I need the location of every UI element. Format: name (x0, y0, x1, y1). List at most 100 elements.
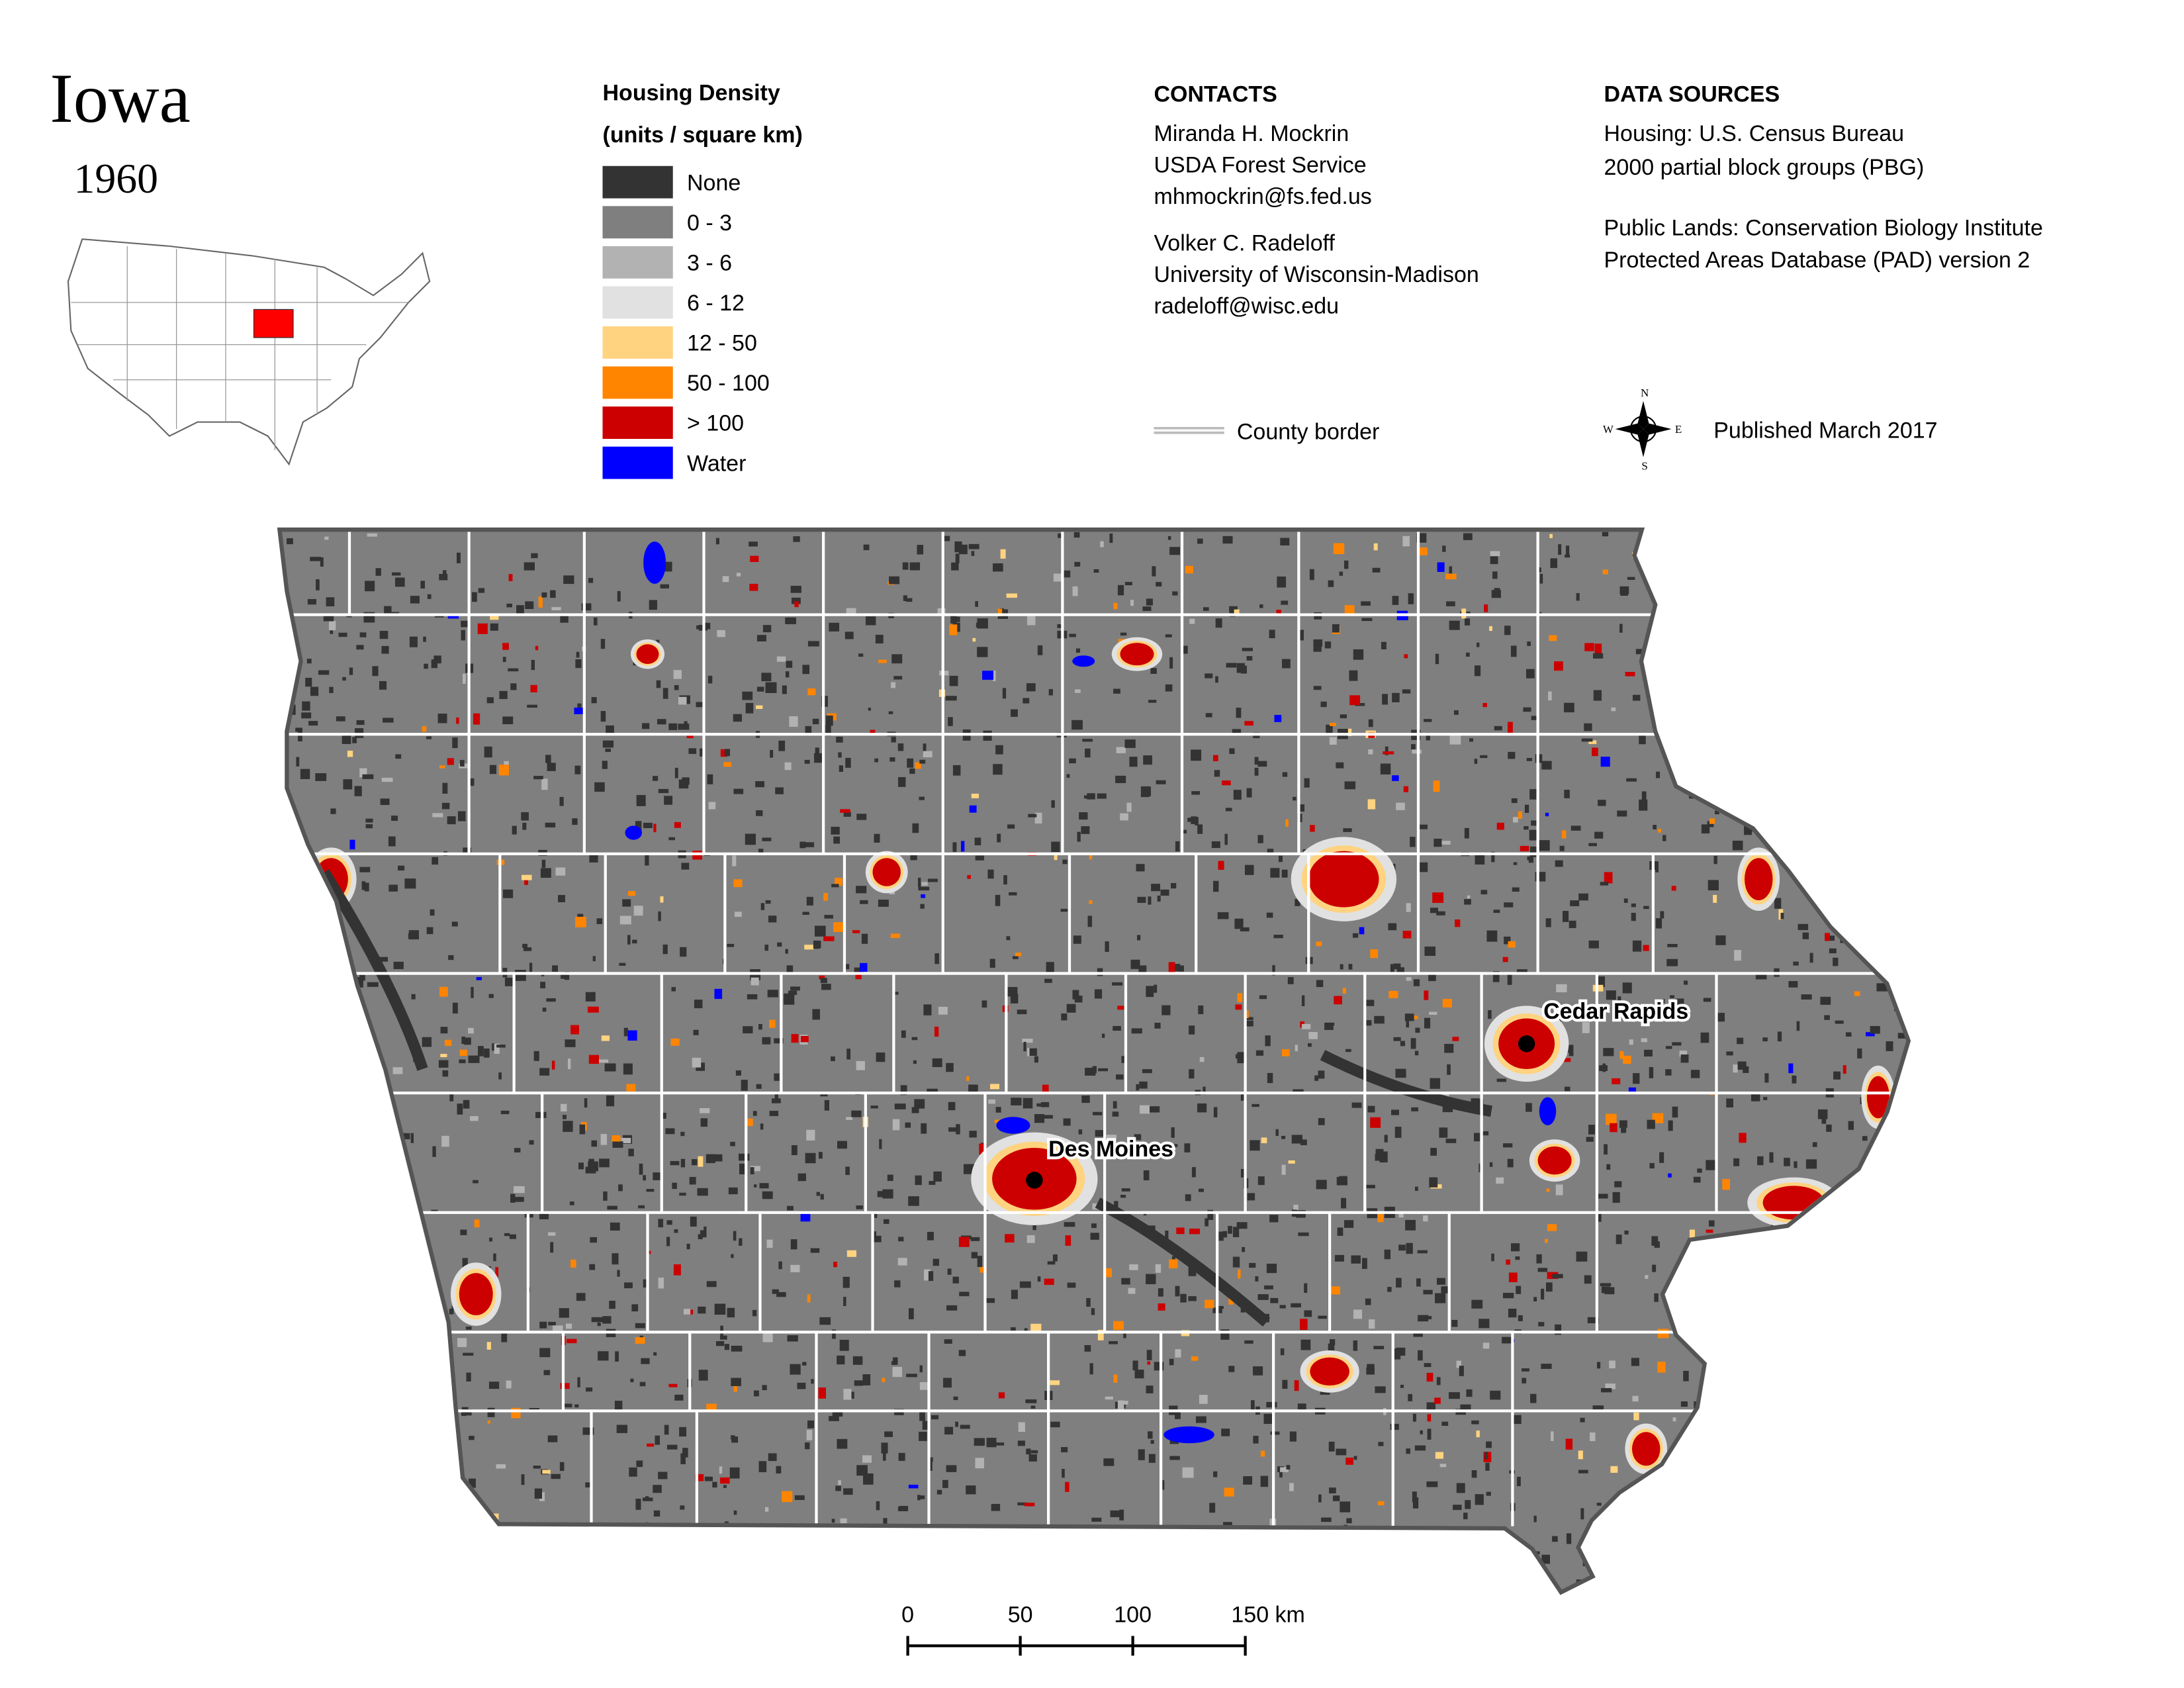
land-cell (680, 1158, 686, 1168)
land-cell (340, 1416, 346, 1427)
land-cell (1362, 1258, 1367, 1269)
land-cell (1414, 1186, 1418, 1192)
land-cell (1549, 534, 1553, 538)
land-cell (1156, 780, 1166, 784)
land-cell (1776, 1395, 1783, 1400)
land-cell (1044, 1278, 1054, 1286)
land-cell (1883, 1129, 1889, 1139)
land-cell (1604, 1144, 1608, 1155)
land-cell (962, 1561, 974, 1572)
land-cell (1115, 775, 1126, 784)
land-cell (1696, 624, 1704, 629)
land-cell (336, 996, 346, 1002)
land-cell (1215, 618, 1222, 628)
land-cell (903, 595, 907, 601)
land-cell (1876, 647, 1886, 652)
city-markers (1026, 1035, 1535, 1189)
land-cell (589, 855, 598, 863)
land-cell (1741, 799, 1745, 809)
land-cell (618, 1184, 623, 1192)
land-cell (1036, 1587, 1044, 1590)
land-cell (769, 1111, 779, 1117)
land-cell (1328, 1343, 1335, 1355)
land-cell (1510, 645, 1517, 657)
land-cell (1545, 1282, 1553, 1292)
land-cell (1594, 643, 1602, 654)
land-cell (418, 1489, 425, 1499)
land-cell (977, 1256, 982, 1267)
land-cell (680, 947, 687, 957)
land-cell (1899, 741, 1907, 750)
land-cell (1889, 1176, 1898, 1180)
land-cell (336, 716, 345, 722)
land-cell (1860, 886, 1867, 897)
land-cell (1289, 1483, 1294, 1491)
land-cell (807, 688, 816, 696)
land-cell (619, 915, 631, 925)
land-cell (319, 1564, 324, 1568)
land-cell (660, 1112, 666, 1119)
land-cell (787, 1335, 798, 1342)
land-cell (776, 1528, 787, 1536)
land-cell (1286, 1529, 1297, 1536)
land-cell (447, 816, 456, 825)
land-cell (1854, 991, 1860, 996)
land-cell (719, 1466, 723, 1474)
land-cell (1486, 1491, 1491, 1496)
land-cell (1427, 1414, 1432, 1422)
land-cell (339, 1141, 344, 1150)
land-cell (581, 603, 592, 611)
land-cell (1525, 1103, 1532, 1112)
land-cell (473, 1180, 478, 1184)
land-cell (1441, 841, 1451, 845)
land-cell (550, 1242, 554, 1253)
land-cell (1682, 735, 1686, 739)
land-cell (1671, 1532, 1680, 1542)
land-cell (433, 1427, 444, 1433)
land-cell (1743, 1377, 1749, 1381)
land-cell (1230, 1548, 1234, 1558)
land-cell (1897, 1033, 1907, 1039)
land-cell (938, 1006, 948, 1015)
land-cell (452, 1002, 458, 1014)
land-cell (569, 1201, 574, 1205)
land-cell (776, 1466, 782, 1474)
land-cell (1412, 1491, 1417, 1503)
land-cell (914, 1099, 925, 1109)
land-cell (1113, 1321, 1124, 1331)
land-cell (858, 653, 864, 657)
land-cell (674, 821, 681, 828)
land-cell (561, 1103, 567, 1112)
land-cell (1520, 845, 1529, 851)
land-cell (758, 1461, 767, 1472)
land-cell (1199, 1395, 1208, 1404)
land-cell (1797, 923, 1809, 931)
land-cell (1901, 745, 1907, 752)
land-cell (1266, 1401, 1277, 1408)
land-cell (1860, 676, 1872, 680)
land-cell (1148, 896, 1152, 905)
land-cell (1844, 1201, 1855, 1208)
land-cell (1105, 1396, 1113, 1400)
land-cell (1621, 1542, 1629, 1553)
land-cell (1490, 1390, 1501, 1400)
land-cell (1913, 601, 1922, 607)
land-cell (398, 865, 405, 871)
land-cell (717, 630, 725, 637)
land-cell (337, 1343, 342, 1350)
land-cell (923, 751, 933, 758)
land-cell (1706, 1160, 1717, 1170)
scale-bar: 0 50 100 150 km (901, 1603, 1305, 1656)
land-cell (1364, 1000, 1375, 1006)
land-cell (447, 758, 454, 765)
land-cell (994, 1442, 1005, 1446)
land-cell (954, 616, 960, 622)
land-cell (1293, 796, 1297, 801)
land-cell (514, 1186, 525, 1194)
land-cell (1688, 776, 1698, 784)
land-cell (1778, 1253, 1790, 1262)
land-cell (1168, 962, 1175, 973)
land-cell (643, 1279, 648, 1288)
land-cell (1850, 750, 1853, 758)
land-cell (1717, 1429, 1724, 1440)
